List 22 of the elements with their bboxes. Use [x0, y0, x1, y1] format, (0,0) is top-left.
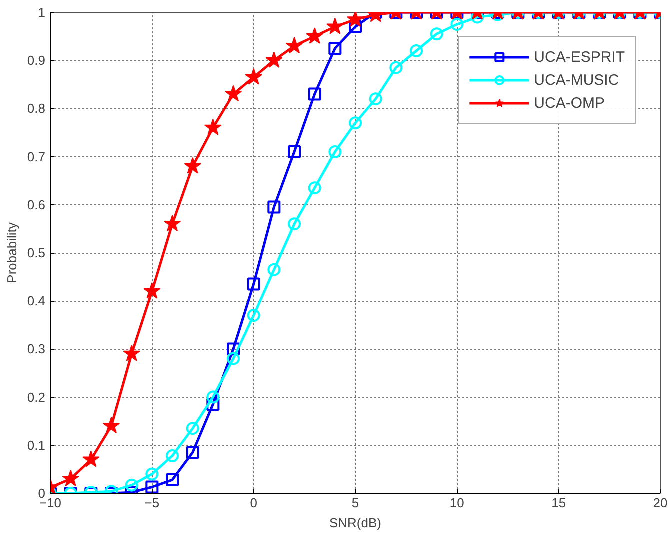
x-tick-label: −5 — [144, 496, 160, 510]
legend-label: UCA-MUSIC — [534, 72, 620, 88]
y-tick-label: 0 — [38, 486, 46, 501]
legend-label: UCA-OMP — [534, 94, 605, 112]
y-tick-label: 0.7 — [27, 149, 46, 164]
x-tick-label: 20 — [653, 496, 668, 510]
y-tick-label: 0.2 — [27, 390, 46, 405]
y-tick-label: 0.6 — [27, 197, 46, 212]
y-tick-label: 0.5 — [27, 246, 46, 260]
x-tick-label: 0 — [250, 496, 258, 510]
y-tick-label: 1 — [38, 5, 46, 20]
x-tick-label: 5 — [352, 496, 360, 510]
x-tick-label: 10 — [450, 496, 464, 510]
legend-label: UCA-ESPRIT — [534, 48, 625, 66]
x-tick-label: 15 — [552, 496, 566, 510]
y-tick-label: 0.1 — [27, 438, 46, 453]
y-tick-label: 0.4 — [27, 294, 46, 309]
x-axis-title: SNR(dB) — [329, 516, 382, 530]
y-tick-label: 0.3 — [27, 342, 46, 357]
y-tick-label: 0.9 — [27, 53, 46, 68]
y-tick-label: 0.8 — [27, 101, 46, 116]
y-axis-title: Probability — [4, 222, 20, 284]
